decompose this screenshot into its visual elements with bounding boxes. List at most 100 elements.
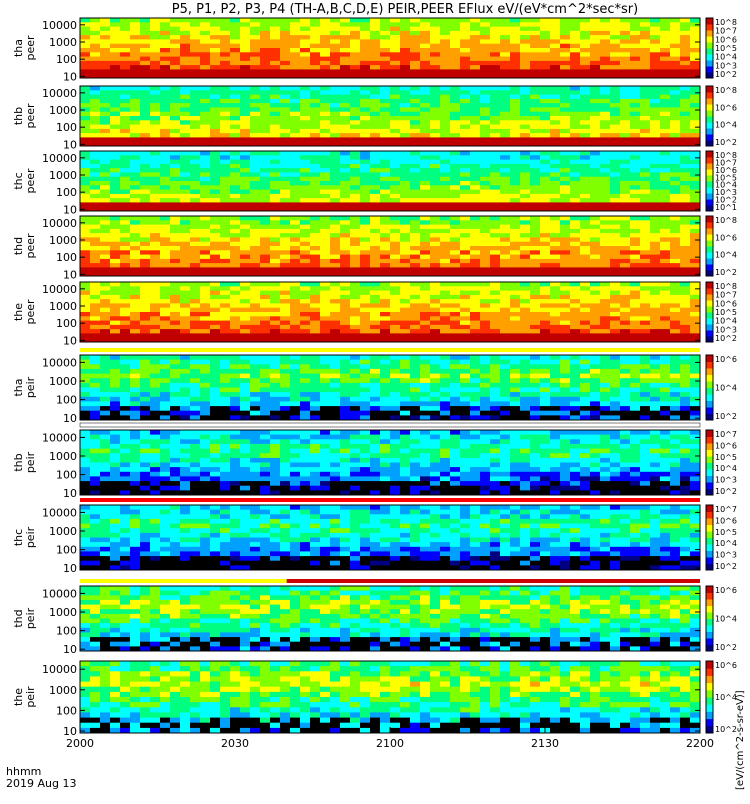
spectrogram-cell bbox=[100, 233, 111, 238]
spectrogram-cell bbox=[520, 90, 531, 95]
spectrogram-cell bbox=[620, 267, 631, 272]
spectrogram-cell bbox=[400, 406, 411, 411]
y-tick-label: 1000 bbox=[49, 300, 77, 313]
spectrogram-cell bbox=[320, 107, 331, 112]
spectrogram-cell bbox=[480, 259, 491, 264]
spectrogram-cell bbox=[570, 329, 581, 334]
spectrogram-cell bbox=[600, 52, 611, 57]
spectrogram-cell bbox=[190, 295, 201, 300]
spectrogram-cell bbox=[390, 250, 401, 255]
spectrogram-cell bbox=[650, 263, 661, 268]
spectrogram-cell bbox=[450, 267, 461, 272]
spectrogram-cell bbox=[530, 308, 541, 313]
spectrogram-cell bbox=[100, 172, 111, 177]
spectrogram-cell bbox=[360, 392, 371, 397]
spectrogram-cell bbox=[100, 48, 111, 53]
spectrogram-cell bbox=[640, 86, 651, 91]
spectrogram-cell bbox=[180, 116, 191, 121]
spectrogram-cell bbox=[470, 151, 481, 156]
spectrogram-cell bbox=[90, 263, 101, 268]
spectrogram-cell bbox=[110, 329, 121, 334]
spectrogram-cell bbox=[410, 250, 421, 255]
spectrogram-cell bbox=[120, 69, 131, 74]
spectrogram-cell bbox=[540, 267, 551, 272]
spectrogram-cell bbox=[180, 194, 191, 199]
spectrogram-cell bbox=[410, 168, 421, 173]
spectrogram-cell bbox=[200, 27, 211, 32]
spectrogram-cell bbox=[530, 95, 541, 100]
spectrogram-cell bbox=[180, 61, 191, 66]
spectrogram-cell bbox=[390, 133, 401, 138]
spectrogram-cell bbox=[160, 120, 171, 125]
spectrogram-cell bbox=[220, 164, 231, 169]
spectrogram-cell bbox=[320, 116, 331, 121]
spectrogram-cell bbox=[550, 107, 561, 112]
spectrogram-cell bbox=[150, 39, 161, 44]
spectrogram-cell bbox=[540, 48, 551, 53]
spectrogram-cell bbox=[430, 116, 441, 121]
spectrogram-cell bbox=[540, 303, 551, 308]
spectrogram-cell bbox=[270, 185, 281, 190]
spectrogram-cell bbox=[150, 325, 161, 330]
spectrogram-cell bbox=[120, 164, 131, 169]
spectrogram-cell bbox=[230, 103, 241, 108]
spectrogram-cell bbox=[380, 44, 391, 49]
colorbar-segment bbox=[706, 60, 713, 67]
spectrogram-cell bbox=[180, 364, 191, 369]
spectrogram-cell bbox=[170, 282, 181, 287]
spectrogram-cell bbox=[120, 246, 131, 251]
spectrogram-cell bbox=[240, 202, 251, 207]
spectrogram-cell bbox=[360, 57, 371, 62]
spectrogram-cell bbox=[620, 220, 631, 225]
spectrogram-cell bbox=[240, 168, 251, 173]
spectrogram-cell bbox=[90, 90, 101, 95]
spectrogram-cell bbox=[510, 242, 521, 247]
spectrogram-cell bbox=[520, 185, 531, 190]
spectrogram-cell bbox=[230, 246, 241, 251]
spectrogram-cell bbox=[240, 160, 251, 165]
spectrogram-cell bbox=[430, 237, 441, 242]
spectrogram-cell bbox=[330, 308, 341, 313]
spectrogram-cell bbox=[580, 57, 591, 62]
spectrogram-cell bbox=[620, 321, 631, 326]
spectrogram-cell bbox=[260, 48, 271, 53]
spectrogram-cell bbox=[390, 35, 401, 40]
spectrogram-cell bbox=[380, 364, 391, 369]
spectrogram-cell bbox=[410, 120, 421, 125]
spectrogram-cell bbox=[110, 233, 121, 238]
spectrogram-cell bbox=[330, 321, 341, 326]
spectrogram-cell bbox=[680, 27, 691, 32]
spectrogram-cell bbox=[640, 237, 651, 242]
spectrogram-cell bbox=[240, 22, 251, 27]
spectrogram-cell bbox=[140, 164, 151, 169]
spectrogram-cell bbox=[320, 303, 331, 308]
spectrogram-cell bbox=[520, 194, 531, 199]
colorbar-segment bbox=[706, 104, 713, 111]
spectrogram-cell bbox=[520, 295, 531, 300]
spectrogram-cell bbox=[310, 316, 321, 321]
spectrogram-cell bbox=[100, 129, 111, 134]
spectrogram-cell bbox=[270, 263, 281, 268]
spectrogram-cell bbox=[590, 61, 601, 66]
spectrogram-cell bbox=[420, 69, 431, 74]
spectrogram-cell bbox=[220, 220, 231, 225]
spectrogram-cell bbox=[670, 61, 681, 66]
spectrogram-cell bbox=[380, 22, 391, 27]
spectrogram-cell bbox=[410, 369, 421, 374]
spectrogram-cell bbox=[590, 168, 601, 173]
spectrogram-cell bbox=[570, 291, 581, 296]
spectrogram-cell bbox=[610, 325, 621, 330]
spectrogram-cell bbox=[250, 246, 261, 251]
spectrogram-cell bbox=[450, 312, 461, 317]
spectrogram-cell bbox=[140, 90, 151, 95]
spectrogram-cell bbox=[110, 250, 121, 255]
spectrogram-cell bbox=[170, 303, 181, 308]
spectrogram-cell bbox=[290, 360, 301, 365]
spectrogram-cell bbox=[600, 308, 611, 313]
spectrogram-cell bbox=[100, 220, 111, 225]
spectrogram-cell bbox=[200, 259, 211, 264]
spectrogram-cell bbox=[560, 172, 571, 177]
spectrogram-cell bbox=[190, 27, 201, 32]
spectrogram-cell bbox=[440, 216, 451, 221]
spectrogram-cell bbox=[240, 155, 251, 160]
